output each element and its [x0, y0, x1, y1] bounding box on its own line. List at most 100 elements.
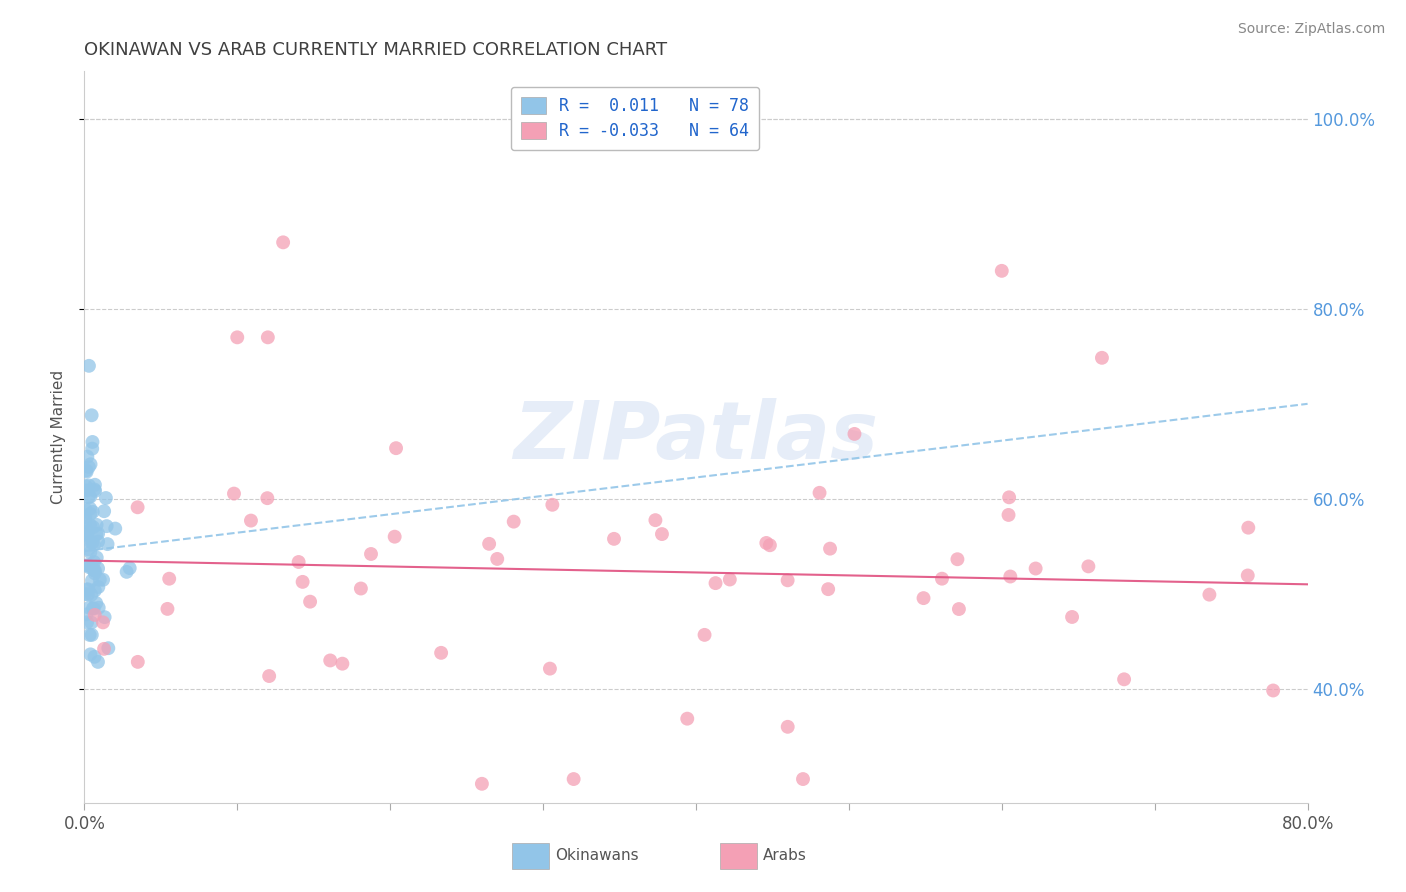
Point: [115, 565, 138, 579]
Point: [93, 641, 115, 656]
Point: [1237, 521, 1260, 535]
Point: [256, 491, 278, 505]
Point: [83, 483, 105, 497]
Point: [82, 434, 104, 449]
Point: [96, 537, 118, 551]
Point: [80, 409, 103, 423]
Point: [77, 490, 100, 504]
Point: [86, 550, 108, 565]
Point: [86, 527, 108, 541]
Point: [83, 601, 105, 615]
Point: [704, 576, 727, 591]
Point: [76, 529, 98, 543]
Point: [76, 483, 98, 498]
Point: [486, 552, 509, 566]
Point: [271, 235, 294, 250]
Legend: R =  0.011   N = 78, R = -0.033   N = 64: R = 0.011 N = 78, R = -0.033 N = 64: [510, 87, 759, 150]
Point: [75, 463, 97, 477]
Point: [75, 510, 97, 524]
Point: [93, 504, 115, 518]
Bar: [720, 843, 758, 869]
Point: [77, 582, 100, 597]
Point: [792, 772, 814, 786]
Point: [948, 602, 970, 616]
Point: [385, 441, 408, 455]
Text: ZIPatlas: ZIPatlas: [513, 398, 879, 476]
Point: [83, 555, 105, 569]
Point: [79, 507, 101, 521]
Point: [82, 535, 104, 549]
Point: [360, 547, 382, 561]
Text: Arabs: Arabs: [763, 848, 807, 863]
Point: [94, 491, 117, 505]
Point: [82, 505, 104, 519]
Point: [1077, 559, 1099, 574]
Point: [75, 558, 97, 573]
Point: [91, 573, 114, 587]
Point: [818, 541, 841, 556]
Point: [76, 615, 98, 630]
Point: [75, 587, 97, 601]
Point: [87, 526, 110, 541]
Point: [75, 527, 97, 541]
Point: [84, 477, 107, 491]
Point: [87, 600, 110, 615]
Point: [118, 561, 141, 575]
Point: [80, 588, 103, 602]
Point: [84, 483, 107, 498]
Point: [1198, 588, 1220, 602]
Point: [86, 517, 108, 532]
Point: [77, 600, 100, 615]
Point: [776, 574, 799, 588]
Point: [96, 519, 118, 533]
Point: [718, 573, 741, 587]
Point: [1060, 610, 1083, 624]
Point: [87, 580, 110, 594]
Point: [79, 545, 101, 559]
Point: [79, 517, 101, 532]
Point: [287, 555, 309, 569]
Point: [755, 536, 778, 550]
Point: [75, 515, 97, 529]
Point: [844, 426, 866, 441]
Point: [79, 490, 101, 504]
Point: [76, 465, 98, 479]
Point: [77, 542, 100, 557]
Point: [776, 720, 799, 734]
Point: [991, 264, 1014, 278]
Point: [651, 527, 673, 541]
Point: [77, 478, 100, 492]
Point: [75, 479, 97, 493]
Text: OKINAWAN VS ARAB CURRENTLY MARRIED CORRELATION CHART: OKINAWAN VS ARAB CURRENTLY MARRIED CORRE…: [84, 41, 668, 59]
Point: [84, 596, 107, 610]
Bar: [513, 843, 550, 869]
Y-axis label: Currently Married: Currently Married: [51, 370, 66, 504]
Point: [644, 513, 666, 527]
Point: [104, 522, 127, 536]
Point: [291, 574, 314, 589]
Point: [1091, 351, 1114, 365]
Point: [83, 607, 105, 622]
Point: [84, 564, 107, 578]
Point: [89, 573, 111, 587]
Point: [80, 615, 103, 630]
Point: [76, 582, 98, 597]
Point: [79, 648, 101, 662]
Point: [80, 628, 103, 642]
Point: [502, 515, 524, 529]
Point: [319, 653, 342, 667]
Point: [76, 450, 98, 464]
Point: [157, 572, 180, 586]
Point: [1236, 568, 1258, 582]
Point: [603, 532, 626, 546]
Point: [80, 574, 103, 588]
Point: [87, 534, 110, 549]
Point: [77, 524, 100, 539]
Point: [912, 591, 935, 606]
Point: [77, 359, 100, 373]
Point: [79, 534, 101, 549]
Point: [83, 583, 105, 598]
Point: [77, 558, 100, 573]
Point: [471, 777, 494, 791]
Point: [998, 491, 1021, 505]
